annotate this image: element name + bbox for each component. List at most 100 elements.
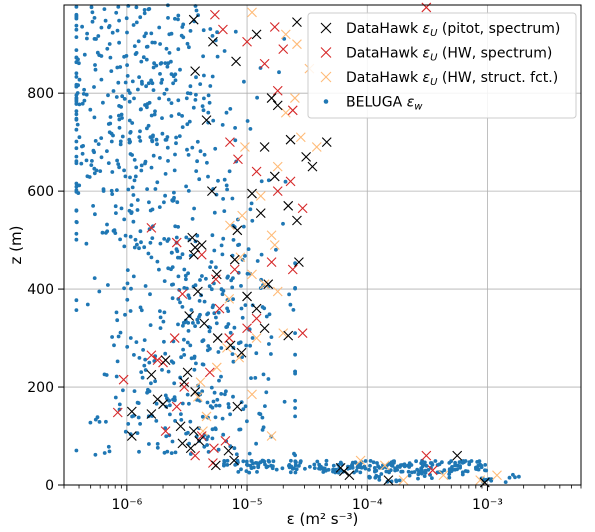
beluga-point	[261, 425, 266, 430]
beluga-point	[294, 467, 299, 472]
beluga-point	[117, 113, 121, 118]
datahawk-point	[237, 210, 248, 221]
beluga-point	[142, 7, 147, 12]
beluga-point	[108, 55, 113, 60]
beluga-point	[128, 175, 132, 180]
beluga-point	[227, 169, 232, 174]
beluga-point	[116, 5, 121, 9]
datahawk-point	[223, 445, 234, 456]
beluga-point	[74, 82, 79, 87]
beluga-point	[201, 28, 206, 33]
beluga-point	[245, 119, 250, 123]
datahawk-point	[210, 460, 221, 471]
beluga-point	[293, 463, 298, 468]
beluga-point	[373, 469, 377, 474]
beluga-point	[84, 158, 89, 163]
datahawk-point	[240, 142, 250, 152]
beluga-point	[125, 74, 130, 78]
beluga-point	[187, 45, 191, 50]
beluga-point	[170, 265, 175, 269]
beluga-point	[150, 207, 155, 212]
beluga-point	[158, 42, 163, 46]
beluga-point	[155, 142, 159, 147]
datahawk-point	[295, 132, 306, 143]
beluga-point	[205, 443, 210, 447]
datahawk-point	[278, 328, 289, 339]
datahawk-point	[209, 9, 220, 20]
beluga-point	[150, 236, 155, 241]
datahawk-point	[292, 215, 302, 226]
beluga-point	[190, 145, 195, 150]
beluga-point	[255, 461, 260, 466]
beluga-point	[74, 161, 79, 166]
datahawk-point	[190, 66, 201, 77]
beluga-point	[97, 289, 102, 294]
beluga-point	[109, 131, 114, 136]
beluga-point	[226, 405, 231, 410]
datahawk-point	[247, 7, 257, 18]
beluga-point	[191, 105, 196, 110]
beluga-point	[174, 135, 179, 140]
beluga-point	[393, 468, 397, 473]
beluga-point	[93, 139, 98, 143]
beluga-point	[131, 274, 136, 279]
datahawk-point	[475, 475, 486, 485]
beluga-point	[216, 178, 220, 183]
beluga-point	[129, 286, 133, 291]
datahawk-point	[263, 279, 274, 290]
beluga-point	[166, 237, 171, 242]
beluga-point	[176, 98, 181, 103]
beluga-point	[266, 377, 271, 381]
beluga-point	[368, 463, 372, 468]
datahawk-point	[269, 171, 280, 182]
beluga-point	[127, 99, 132, 104]
beluga-point	[99, 136, 104, 141]
beluga-point	[447, 467, 452, 471]
datahawk-point	[211, 362, 222, 373]
beluga-point	[132, 96, 136, 101]
beluga-point	[186, 189, 191, 193]
beluga-point	[130, 79, 135, 84]
beluga-point	[248, 207, 253, 212]
beluga-point	[158, 326, 163, 330]
beluga-point	[368, 459, 373, 463]
beluga-point	[91, 204, 95, 208]
beluga-point	[168, 403, 172, 408]
beluga-point	[179, 418, 184, 422]
beluga-point	[157, 96, 162, 101]
beluga-point	[74, 220, 79, 225]
datahawk-point	[207, 186, 217, 197]
beluga-point	[137, 135, 142, 140]
beluga-point	[188, 343, 193, 348]
beluga-point	[102, 451, 107, 455]
beluga-point	[187, 237, 192, 242]
beluga-point	[74, 308, 79, 312]
datahawk-point	[272, 161, 283, 172]
beluga-point	[152, 61, 157, 66]
beluga-point	[420, 464, 425, 469]
beluga-point	[225, 275, 230, 280]
datahawk-point	[177, 438, 188, 449]
beluga-point	[106, 444, 111, 449]
beluga-point	[85, 174, 90, 179]
beluga-point	[177, 288, 182, 292]
beluga-point	[117, 18, 121, 23]
beluga-point	[187, 401, 191, 406]
beluga-point	[80, 101, 85, 106]
beluga-point	[233, 138, 238, 143]
datahawk-point	[283, 200, 294, 211]
beluga-point	[363, 459, 368, 463]
beluga-point	[265, 464, 270, 469]
beluga-point	[225, 306, 230, 311]
beluga-point	[228, 107, 233, 111]
datahawk-point	[297, 328, 308, 339]
beluga-point	[214, 321, 219, 326]
beluga-point	[202, 96, 206, 101]
beluga-point	[409, 463, 414, 467]
beluga-point	[219, 346, 224, 350]
beluga-point	[212, 248, 217, 253]
beluga-point	[147, 389, 152, 394]
beluga-point	[148, 323, 153, 327]
beluga-point	[489, 478, 494, 483]
beluga-point	[157, 205, 162, 210]
